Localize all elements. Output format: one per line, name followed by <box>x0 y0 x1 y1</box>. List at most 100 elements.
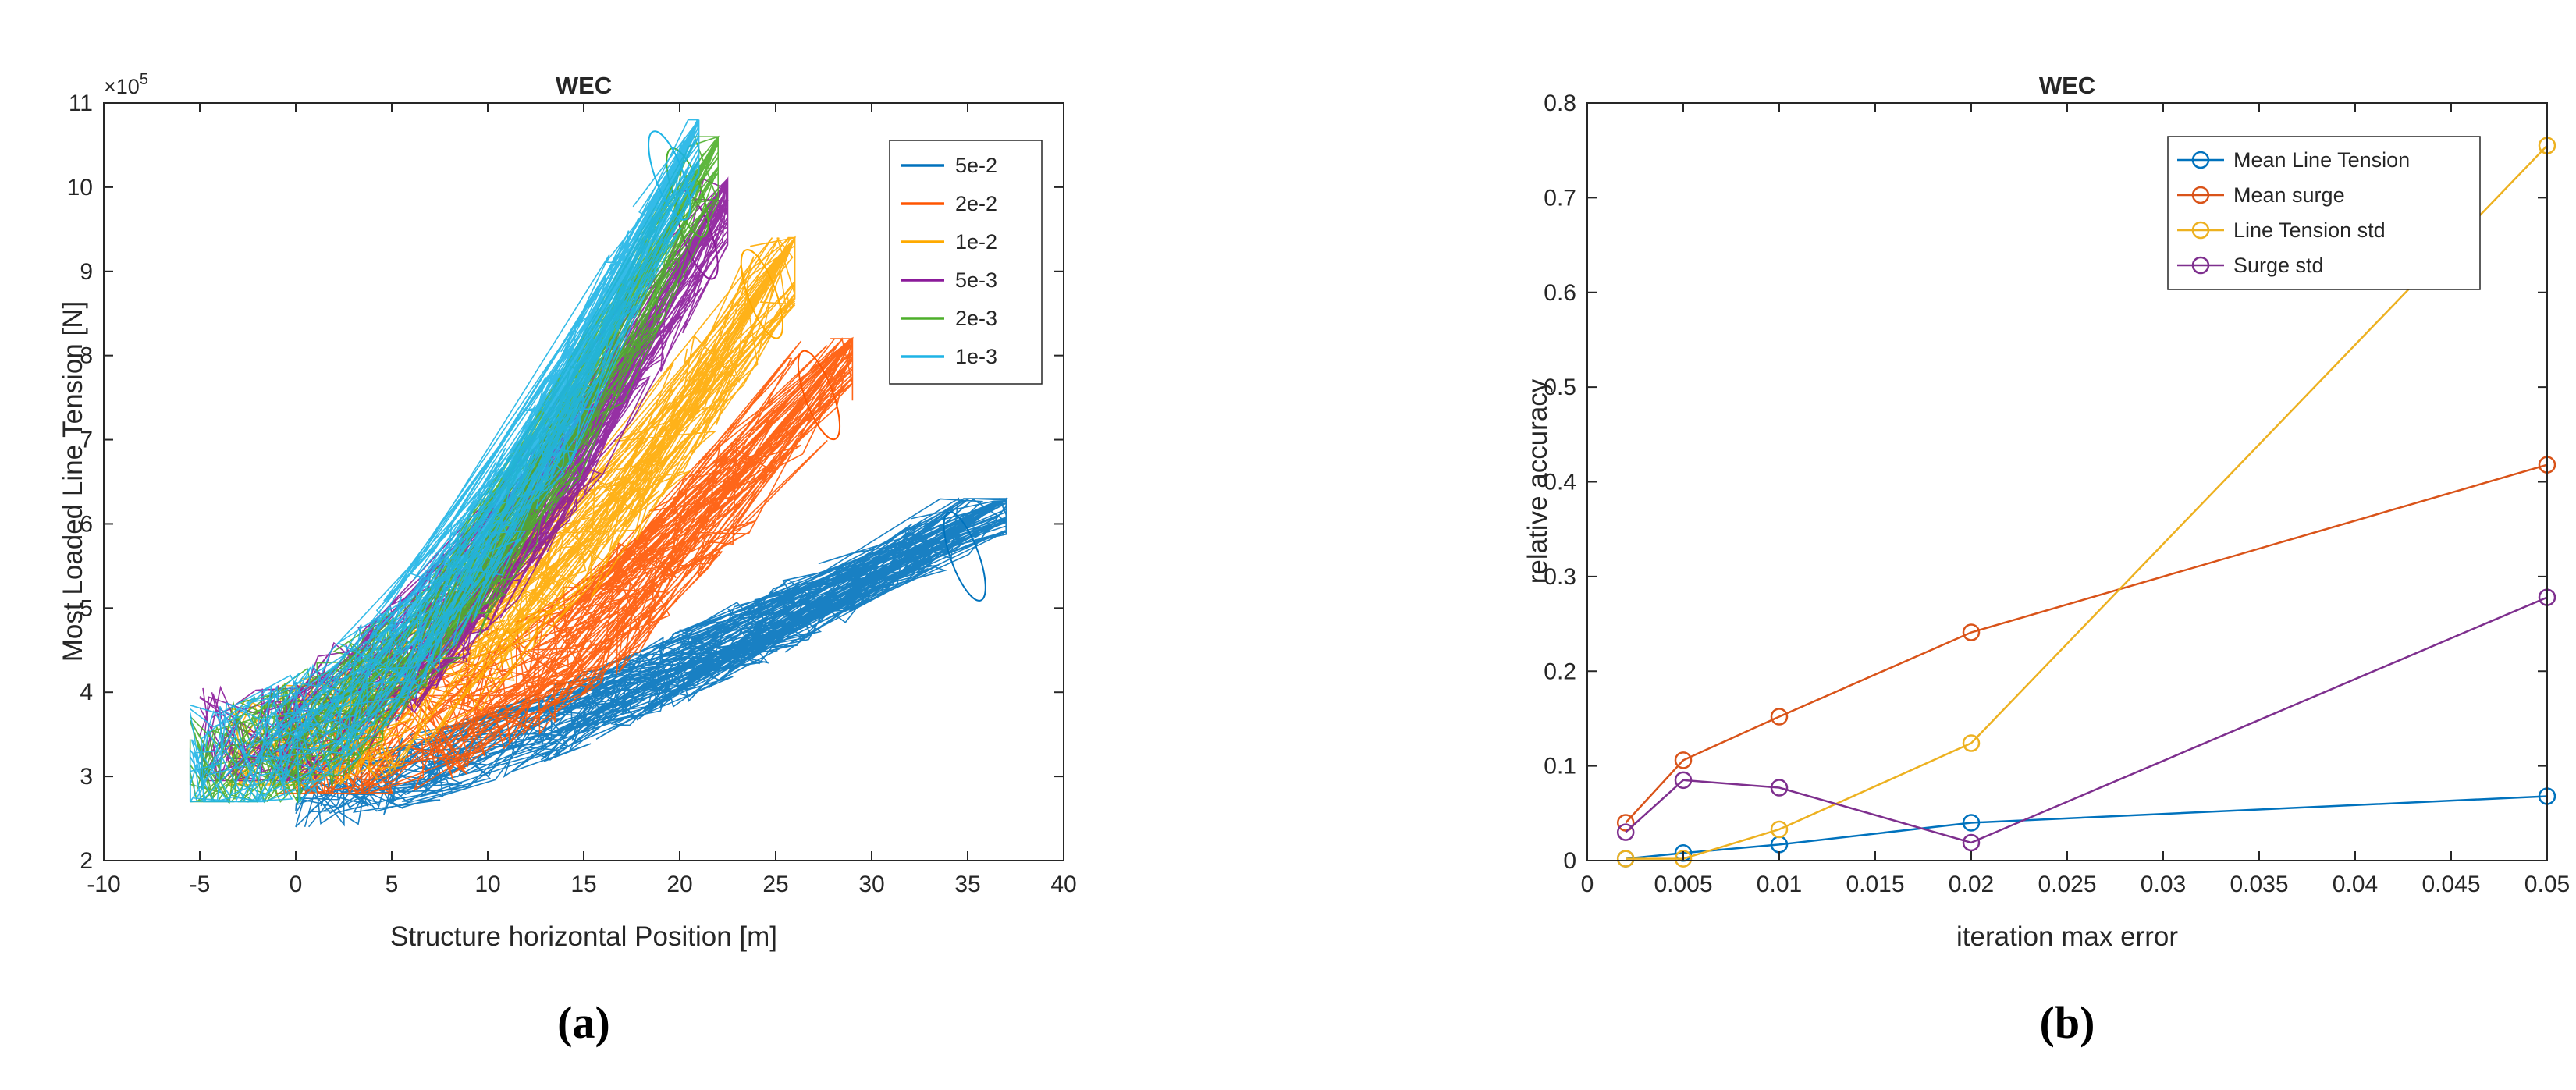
chart-a-y-exponent: ×105 <box>104 71 148 98</box>
x-tick-label: 30 <box>858 872 884 897</box>
series-line <box>1626 795 2547 860</box>
data-point <box>1674 771 1693 790</box>
data-point <box>1962 814 1981 832</box>
y-tick-label: 4 <box>80 680 93 705</box>
series-trajectory-2e-2 <box>275 336 854 796</box>
trajectory-peak-1e-3 <box>648 130 691 221</box>
x-tick-label: -5 <box>190 872 211 897</box>
y-tick-label: 0.5 <box>1544 375 1576 400</box>
y-tick-label: 2 <box>80 848 93 874</box>
legend-entry: 2e-2 <box>955 192 997 215</box>
legend-swatch-marker <box>2191 256 2210 275</box>
legend-entry: 1e-3 <box>955 345 997 368</box>
y-tick-label: 7 <box>80 428 93 453</box>
y-tick-label: 0.6 <box>1544 280 1576 306</box>
data-point <box>1770 779 1789 797</box>
x-tick-label: 10 <box>474 872 500 897</box>
legend-entry: 2e-3 <box>955 307 997 330</box>
data-point <box>1962 623 1981 641</box>
chart-a-title: WEC <box>556 72 612 99</box>
y-tick-label: 0.8 <box>1544 91 1576 116</box>
y-tick-label: 0.3 <box>1544 564 1576 590</box>
chart-a: -10 -5 0 5 10 15 20 25 30 35 40 2 3 4 5 6 7 8 9 10 11 WEC St… <box>58 71 1077 1048</box>
y-tick-label: 8 <box>80 343 93 369</box>
legend-entry: 5e-3 <box>955 268 997 292</box>
y-tick-label: 0.7 <box>1544 185 1576 211</box>
y-tick-label: 10 <box>67 175 93 201</box>
series-surge-std <box>1616 588 2556 852</box>
legend-entry: Line Tension std <box>2233 218 2386 242</box>
y-tick-label: 0.4 <box>1544 470 1576 495</box>
x-tick-label: 40 <box>1050 872 1076 897</box>
y-tick-label: 0.1 <box>1544 754 1576 779</box>
data-point <box>1962 734 1981 752</box>
trajectory-peak-2e-2 <box>797 350 841 441</box>
y-tick-label: 0 <box>1563 848 1576 874</box>
caption-b: (b) <box>2040 997 2095 1048</box>
y-tick-label: 6 <box>80 511 93 537</box>
chart-b-ticks: 0 0.005 0.01 0.015 0.02 0.025 0.03 0.035 0.04 0.0… <box>1544 91 2570 897</box>
legend-entry: Mean Line Tension <box>2233 148 2410 172</box>
data-point <box>1616 850 1635 868</box>
legend-box <box>889 140 1043 385</box>
x-tick-label: 0.025 <box>2038 872 2096 897</box>
chart-a-legend: 5e-2 2e-2 1e-2 5e-3 2e-3 1e-3 <box>889 140 1043 385</box>
series-line <box>1626 144 2547 860</box>
legend-entry: Mean surge <box>2233 183 2345 207</box>
data-point <box>1674 751 1693 769</box>
chart-a-xlabel: Structure horizontal Position [m] <box>390 921 777 952</box>
data-point <box>1770 820 1789 839</box>
series-line <box>1625 463 2547 824</box>
series-line <box>1625 596 2547 844</box>
legend-entry: Surge std <box>2233 254 2324 277</box>
trajectory-1e-3 <box>189 119 700 804</box>
x-tick-label: 0 <box>1581 872 1594 897</box>
chart-a-y-exponent-base: ×10 <box>104 75 140 98</box>
data-point <box>1616 823 1635 841</box>
data-point <box>1962 833 1981 852</box>
chart-a-y-exponent-power: 5 <box>140 71 148 88</box>
legend-swatch-marker <box>2191 151 2210 169</box>
legend-swatch-marker <box>2191 221 2210 240</box>
x-tick-label: 5 <box>386 872 399 897</box>
x-tick-label: 15 <box>570 872 596 897</box>
data-point <box>1674 850 1693 868</box>
x-tick-label: 0.03 <box>2141 872 2186 897</box>
series-trajectory-1e-3 <box>189 119 700 804</box>
legend-entry: 5e-2 <box>955 154 997 177</box>
x-tick-label: 0.02 <box>1949 872 1994 897</box>
x-tick-label: 0.05 <box>2524 872 2570 897</box>
legend-box <box>2167 136 2481 290</box>
x-tick-label: 25 <box>762 872 788 897</box>
data-point <box>1770 708 1789 726</box>
chart-b-ylabel: relative accuracy <box>1523 378 1553 584</box>
legend-swatch-marker <box>2191 186 2210 204</box>
series-mean-surge <box>1616 456 2556 832</box>
trajectory-peak-1e-2 <box>740 249 783 339</box>
y-tick-label: 3 <box>80 764 93 790</box>
x-tick-label: 0.04 <box>2333 872 2378 897</box>
x-tick-label: 0.035 <box>2230 872 2288 897</box>
x-tick-label: 0.045 <box>2421 872 2480 897</box>
x-tick-label: 0.015 <box>1846 872 1904 897</box>
x-tick-label: 0.005 <box>1654 872 1712 897</box>
trajectory-peak-5e-2 <box>943 511 986 602</box>
chart-b-xlabel: iteration max error <box>1956 921 2178 952</box>
y-tick-label: 5 <box>80 595 93 621</box>
chart-b-title: WEC <box>2039 72 2095 99</box>
x-tick-label: 0.01 <box>1757 872 1802 897</box>
chart-b: 0 0.005 0.01 0.015 0.02 0.025 0.03 0.035 0.04 0.0… <box>1523 72 2570 1048</box>
y-tick-label: 11 <box>69 91 93 116</box>
legend-entry: 1e-2 <box>955 230 997 254</box>
x-tick-label: 20 <box>666 872 692 897</box>
trajectory-2e-2 <box>275 336 854 796</box>
data-point <box>1616 814 1635 832</box>
chart-a-ticks: -10 -5 0 5 10 15 20 25 30 35 40 2 3 4 5 6 7 8 9 10 11 <box>67 91 1077 897</box>
chart-a-ylabel: Most Loaded Line Tension [N] <box>58 301 88 662</box>
chart-b-legend: Mean Line Tension Mean surge Line Tension … <box>2167 136 2481 290</box>
x-tick-label: -10 <box>87 872 120 897</box>
y-tick-label: 9 <box>80 259 93 285</box>
x-tick-label: 0 <box>290 872 303 897</box>
y-tick-label: 0.2 <box>1544 659 1576 684</box>
